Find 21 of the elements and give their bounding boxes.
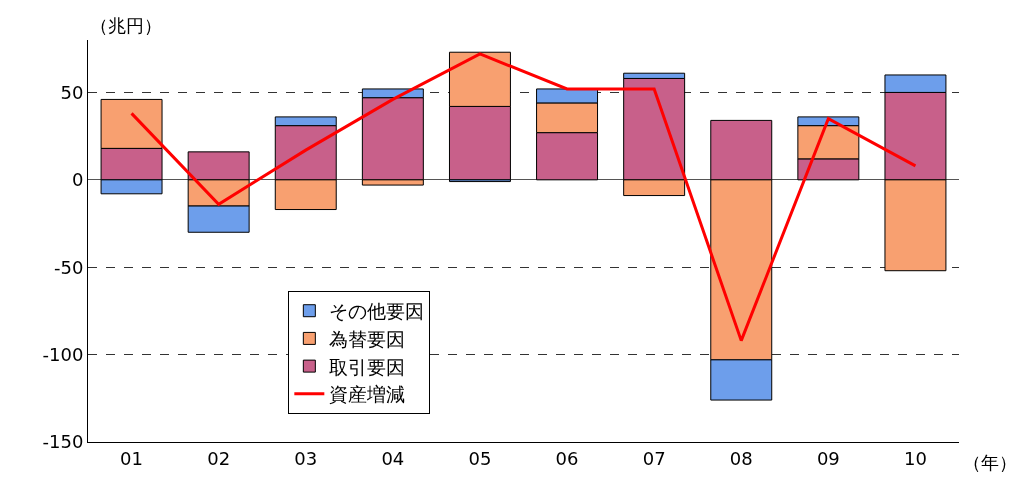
legend-label: 為替要因	[329, 327, 406, 350]
y-tick-label: -50	[53, 256, 84, 278]
x-tick-label: 02	[207, 447, 231, 469]
x-tick-label: 01	[120, 447, 143, 469]
y-tick-label: -150	[42, 431, 84, 453]
x-tick-label: 10	[904, 447, 927, 469]
x-tick-label: 06	[555, 447, 579, 469]
legend-label: その他要因	[329, 300, 425, 323]
y-tick-label: 0	[71, 169, 84, 191]
x-tick-label: 04	[381, 447, 405, 469]
x-tick-label: 08	[729, 447, 753, 469]
y-tick-label: -100	[42, 343, 84, 365]
x-axis-title: （年）	[963, 452, 1014, 473]
x-tick-label: 05	[468, 447, 492, 469]
x-tick-label: 03	[294, 447, 318, 469]
y-tick-label: 50	[60, 81, 84, 103]
legend-label: 取引要因	[329, 355, 406, 378]
x-tick-label: 09	[816, 447, 840, 469]
y-axis-title: （兆円）	[90, 15, 162, 36]
x-tick-label: 07	[642, 447, 666, 469]
legend-label: 資産増減	[329, 383, 406, 406]
